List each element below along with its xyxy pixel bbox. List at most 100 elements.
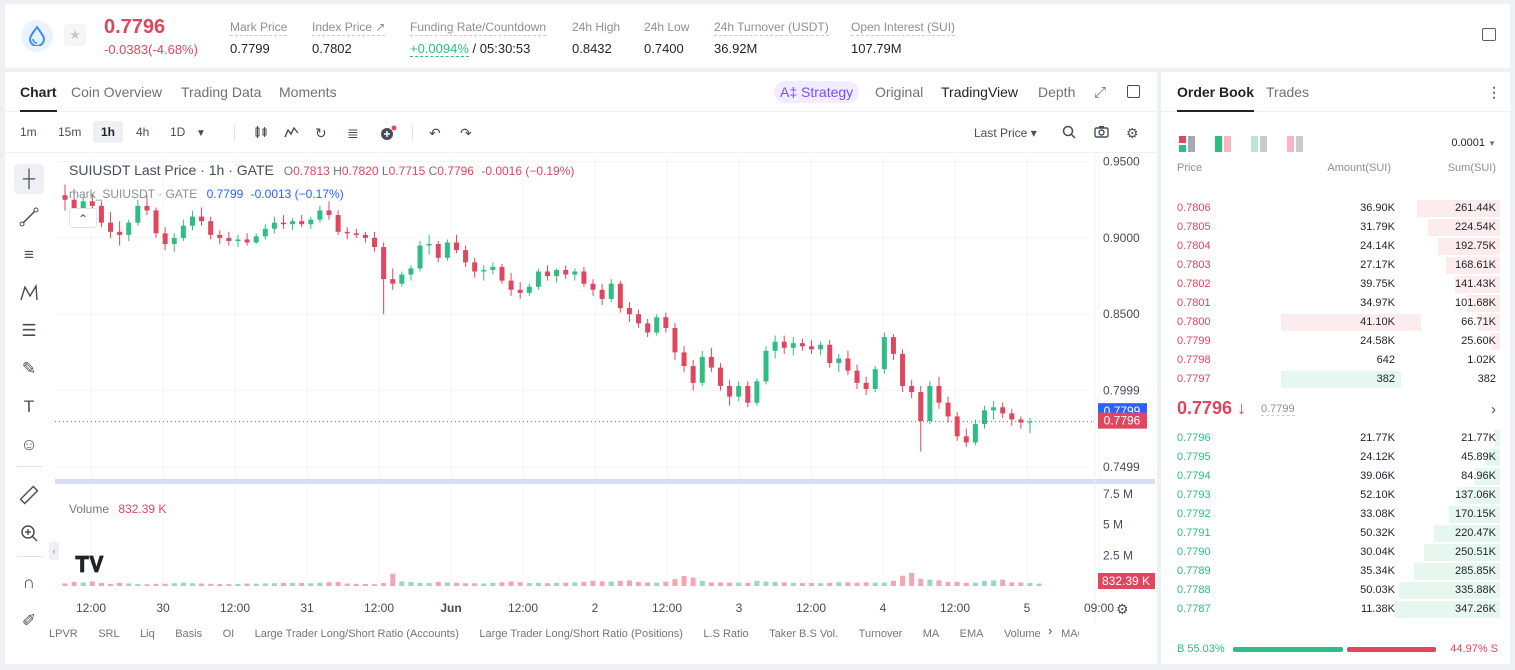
price-type-selector[interactable]: Last Price ▾ <box>974 126 1037 140</box>
funding-rate-label[interactable]: Funding Rate/Countdown <box>410 20 547 36</box>
timeframe-4h[interactable]: 4h <box>136 125 150 139</box>
indicator-ls-ratio[interactable]: L.S Ratio <box>703 628 749 640</box>
indicator-oi[interactable]: OI <box>222 628 235 640</box>
bid-row[interactable]: 0.7793 52.10K 137.06K <box>1161 486 1510 505</box>
ask-row[interactable]: 0.7801 34.97K 101.68K <box>1161 294 1510 313</box>
indicator-ma[interactable]: MA <box>922 628 940 640</box>
index-price-label[interactable]: Index Price ↗ <box>312 20 386 36</box>
bid-row[interactable]: 0.7794 39.06K 84.96K <box>1161 467 1510 486</box>
sui-drop-icon[interactable] <box>21 20 53 52</box>
indicator-scroll-right-icon[interactable]: › <box>1048 623 1053 638</box>
chart-settings-icon[interactable]: ⚙ <box>1116 601 1129 617</box>
price-chart[interactable]: 12:00 30 12:00 31 12:00 Jun 12:00 2 12:00 3 12:00 4… <box>55 154 1155 624</box>
tab-moments[interactable]: Moments <box>279 84 337 100</box>
trend-line-icon[interactable] <box>14 202 44 232</box>
mode-asks-icon[interactable] <box>1251 136 1267 152</box>
timeframe-1m[interactable]: 1m <box>20 125 37 139</box>
open-interest-label[interactable]: Open Interest (SUI) <box>851 20 956 36</box>
bid-row[interactable]: 0.7796 21.77K 21.77K <box>1161 429 1510 448</box>
mode-asks-only-icon[interactable] <box>1287 136 1303 152</box>
funding-rate-value[interactable]: +0.0094% <box>410 41 469 57</box>
timeframe-1h[interactable]: 1h <box>93 121 124 143</box>
view-tradingview[interactable]: TradingView <box>941 84 1019 100</box>
indicators-icon[interactable] <box>284 125 299 142</box>
indicator-basis[interactable]: Basis <box>175 628 203 640</box>
precision-selector[interactable]: 0.0001 ▼ <box>1451 137 1496 149</box>
turnover-label[interactable]: 24h Turnover (USDT) <box>714 20 829 36</box>
add-alert-icon[interactable] <box>379 125 397 144</box>
candle-body <box>936 385 942 403</box>
mode-both-icon[interactable] <box>1179 136 1195 152</box>
ask-row[interactable]: 0.7798 642 1.02K <box>1161 351 1510 370</box>
brush-icon[interactable]: ✎ <box>21 359 37 378</box>
pencil-lock-icon[interactable]: ✐ <box>21 611 37 630</box>
ruler-icon[interactable] <box>14 480 44 510</box>
indicator-lt-positions[interactable]: Large Trader Long/Short Ratio (Positions… <box>479 628 683 640</box>
candle-body <box>654 317 660 333</box>
pattern-icon[interactable] <box>14 278 44 308</box>
tab-chart[interactable]: Chart <box>20 84 57 112</box>
fibonacci-icon[interactable]: ☰ <box>21 321 37 340</box>
ask-row[interactable]: 0.7797 382 382 <box>1161 370 1510 389</box>
book-icon[interactable] <box>1482 28 1496 41</box>
templates-icon[interactable]: ≣ <box>347 125 359 141</box>
ask-row[interactable]: 0.7802 39.75K 141.43K <box>1161 275 1510 294</box>
view-original[interactable]: Original <box>875 84 924 100</box>
bid-row[interactable]: 0.7795 24.12K 45.89K <box>1161 448 1510 467</box>
tab-coin-overview[interactable]: Coin Overview <box>71 84 163 100</box>
bid-sum: 21.77K <box>1461 432 1496 444</box>
tab-order-book[interactable]: Order Book <box>1177 84 1255 112</box>
timeframe-1d[interactable]: 1D <box>170 125 186 139</box>
ask-row[interactable]: 0.7800 41.10K 66.71K <box>1161 313 1510 332</box>
mode-bids-icon[interactable] <box>1215 136 1231 152</box>
indicator-volume[interactable]: Volume <box>1003 628 1041 640</box>
redo-icon[interactable]: ↷ <box>460 125 472 141</box>
magnet-icon[interactable]: ∩ <box>22 573 36 592</box>
crosshair-icon[interactable]: ┼ <box>14 164 44 194</box>
ask-row[interactable]: 0.7806 36.90K 261.44K <box>1161 199 1510 218</box>
text-tool-icon[interactable]: T <box>23 397 35 416</box>
indicator-liq[interactable]: Liq <box>140 628 155 640</box>
view-depth[interactable]: Depth <box>1038 84 1076 100</box>
bid-row[interactable]: 0.7789 35.34K 285.85K <box>1161 562 1510 581</box>
timeframe-dropdown-icon[interactable]: ▼ <box>196 128 206 139</box>
collapse-sidebar-icon[interactable]: ‹ <box>49 542 59 560</box>
tab-trading-data[interactable]: Trading Data <box>181 84 262 100</box>
search-icon[interactable] <box>1062 125 1076 142</box>
more-options-icon[interactable]: ⋮ <box>1487 84 1501 100</box>
ask-row[interactable]: 0.7799 24.58K 25.60K <box>1161 332 1510 351</box>
more-trades-chevron-icon[interactable]: › <box>1491 401 1496 418</box>
bid-row[interactable]: 0.7792 33.08K 170.15K <box>1161 505 1510 524</box>
legend-title: SUIUSDT Last Price · 1h · GATE <box>69 162 274 178</box>
mark-price-label[interactable]: Mark Price <box>230 20 288 36</box>
indicator-taker-vol[interactable]: Taker B.S Vol. <box>769 628 839 640</box>
expand-icon[interactable]: ⤢ <box>1094 84 1107 101</box>
indicator-srl[interactable]: SRL <box>98 628 120 640</box>
camera-icon[interactable] <box>1094 125 1109 141</box>
indicator-ema[interactable]: EMA <box>959 628 984 640</box>
fullscreen-icon[interactable] <box>1127 85 1140 98</box>
favorite-star-icon[interactable]: ★ <box>64 24 86 46</box>
bid-row[interactable]: 0.7787 11.38K 347.26K <box>1161 600 1510 619</box>
bid-row[interactable]: 0.7790 30.04K 250.51K <box>1161 543 1510 562</box>
indicator-lt-accounts[interactable]: Large Trader Long/Short Ratio (Accounts) <box>254 628 459 640</box>
bid-row[interactable]: 0.7788 50.03K 335.88K <box>1161 581 1510 600</box>
timeframe-15m[interactable]: 15m <box>58 125 82 139</box>
ask-row[interactable]: 0.7805 31.79K 224.54K <box>1161 218 1510 237</box>
indicator-macd[interactable]: MACD <box>1061 628 1079 640</box>
strategy-button[interactable]: A‡ Strategy <box>774 81 860 103</box>
undo-icon[interactable]: ↶ <box>429 125 441 141</box>
emoji-icon[interactable]: ☺ <box>20 435 38 454</box>
tab-trades[interactable]: Trades <box>1266 84 1310 100</box>
replay-icon[interactable]: ↻ <box>315 125 327 141</box>
bid-row[interactable]: 0.7791 50.32K 220.47K <box>1161 524 1510 543</box>
ask-row[interactable]: 0.7804 24.14K 192.75K <box>1161 237 1510 256</box>
indicator-turnover[interactable]: Turnover <box>858 628 903 640</box>
collapse-legend-icon[interactable]: ⌃ <box>69 208 97 228</box>
candlestick-type-icon[interactable] <box>254 125 268 142</box>
horizontal-lines-icon[interactable]: ≡ <box>24 245 34 264</box>
ask-row[interactable]: 0.7803 27.17K 168.61K <box>1161 256 1510 275</box>
settings-gear-icon[interactable]: ⚙ <box>1126 125 1139 141</box>
indicator-lpvr[interactable]: LPVR <box>49 628 78 640</box>
zoom-in-icon[interactable] <box>14 518 44 548</box>
